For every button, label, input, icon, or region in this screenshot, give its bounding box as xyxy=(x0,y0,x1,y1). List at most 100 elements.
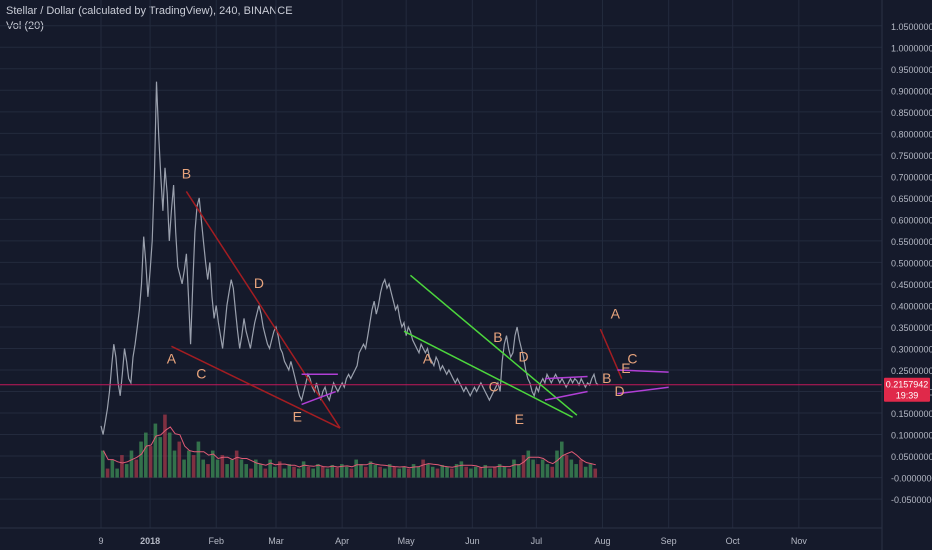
wave-label: D xyxy=(254,275,264,291)
volume-bar xyxy=(507,468,511,478)
volume-bar xyxy=(340,464,344,478)
bar-countdown-timer: 19:39 xyxy=(896,391,919,401)
x-tick-label: Jul xyxy=(531,536,543,546)
volume-bar xyxy=(301,461,306,478)
volume-bar xyxy=(483,464,488,478)
volume-bar xyxy=(440,464,445,478)
volume-bar xyxy=(139,441,143,478)
volume-bar xyxy=(182,459,186,478)
volume-bar xyxy=(378,466,382,478)
wave-label: B xyxy=(493,329,502,345)
volume-bar xyxy=(516,464,521,478)
volume-bar xyxy=(187,450,191,478)
volume-bar xyxy=(234,450,239,478)
volume-bar xyxy=(316,464,320,478)
volume-bar xyxy=(497,464,502,478)
volume-bar xyxy=(163,414,167,478)
volume-bar xyxy=(225,464,229,478)
volume-bar xyxy=(201,459,205,478)
volume-bar xyxy=(464,466,468,478)
volume-bar xyxy=(363,466,368,478)
volume-bar xyxy=(306,466,311,478)
volume-bar xyxy=(450,468,454,478)
volume-bar xyxy=(588,464,593,478)
wave-label: C xyxy=(196,366,206,382)
volume-bar xyxy=(206,464,210,478)
volume-bar xyxy=(536,464,540,478)
last-price-badge-background xyxy=(884,377,930,402)
volume-bar xyxy=(426,464,430,478)
y-tick-label: 0.8000000 xyxy=(891,129,932,139)
y-tick-label: 0.3500000 xyxy=(891,323,932,333)
volume-bar xyxy=(531,459,535,478)
volume-bar xyxy=(406,468,411,478)
volume-bar xyxy=(368,461,373,478)
volume-bar xyxy=(115,468,119,478)
wave-label: E xyxy=(621,360,630,376)
trendline xyxy=(544,390,588,401)
volume-bar xyxy=(469,468,473,478)
volume-bar xyxy=(244,464,249,478)
volume-bar xyxy=(383,468,387,478)
volume-bar xyxy=(239,459,244,478)
y-tick-label: 0.9500000 xyxy=(891,65,932,75)
x-tick-label: Aug xyxy=(595,536,611,546)
volume-bar xyxy=(445,466,449,478)
wave-label: B xyxy=(602,370,611,386)
y-tick-label: 0.1000000 xyxy=(891,431,932,441)
y-tick-label: 0.1500000 xyxy=(891,409,932,419)
volume-bar xyxy=(354,459,358,478)
volume-bar xyxy=(344,466,349,478)
volume-bar xyxy=(564,455,569,478)
volume-bar xyxy=(172,450,177,478)
volume-bar xyxy=(526,450,531,478)
trendline xyxy=(617,369,669,373)
volume-bar xyxy=(569,459,574,478)
volume-bar xyxy=(144,432,148,478)
volume-bar xyxy=(435,468,440,478)
y-tick-label: 0.8500000 xyxy=(891,108,932,118)
trendline xyxy=(185,191,341,429)
volume-bar xyxy=(488,468,492,478)
chart-title: Stellar / Dollar (calculated by TradingV… xyxy=(6,5,293,17)
volume-bar xyxy=(430,466,435,478)
volume-bar xyxy=(311,468,315,478)
volume-bar xyxy=(330,464,335,478)
volume-bar xyxy=(196,441,201,478)
volume-bar xyxy=(268,459,272,478)
volume-bar xyxy=(593,468,598,478)
volume-bar xyxy=(555,450,559,478)
y-tick-label: -0.0500000 xyxy=(891,495,932,505)
volume-bar xyxy=(110,459,115,478)
trendline xyxy=(301,390,337,406)
y-tick-label: 0.6000000 xyxy=(891,215,932,225)
trendline xyxy=(617,386,669,395)
volume-bar xyxy=(411,464,416,478)
volume-bar xyxy=(421,459,425,478)
price-series-line xyxy=(100,81,599,435)
volume-bar xyxy=(521,455,526,478)
volume-bar xyxy=(258,464,263,478)
volume-bar xyxy=(297,468,301,478)
volume-bar xyxy=(120,455,124,478)
wave-label: D xyxy=(615,383,625,399)
volume-bar xyxy=(320,466,325,478)
x-tick-label: Jun xyxy=(465,536,480,546)
y-tick-label: 0.4500000 xyxy=(891,280,932,290)
volume-bar xyxy=(493,466,497,478)
y-tick-label: 0.7500000 xyxy=(891,151,932,161)
volume-moving-average-line xyxy=(102,426,596,469)
volume-bar xyxy=(540,459,545,478)
y-tick-label: 0.4000000 xyxy=(891,301,932,311)
trendline-layer xyxy=(171,191,669,429)
volume-bar xyxy=(545,464,550,478)
volume-bar xyxy=(273,466,277,478)
wave-label: A xyxy=(423,351,433,367)
wave-label: B xyxy=(182,166,191,182)
x-tick-label: 9 xyxy=(98,536,103,546)
volume-bar xyxy=(454,464,459,478)
